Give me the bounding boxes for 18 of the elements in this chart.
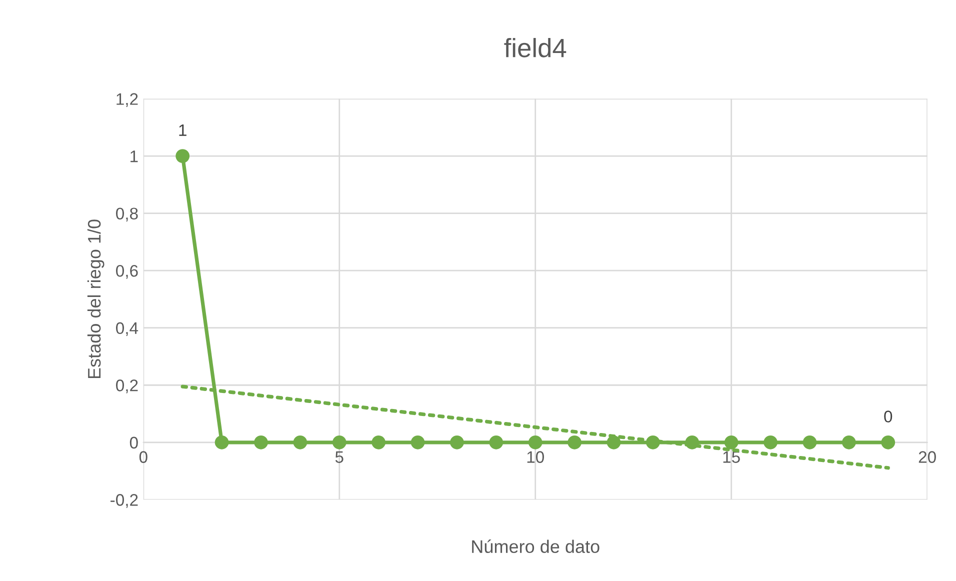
x-tick-label: 5 [335,451,344,463]
chart-title: field4 [504,38,566,58]
data-label: 0 [884,410,892,422]
y-axis-title: Estado del riego 1/0 [87,220,104,378]
data-label: 1 [179,124,186,136]
y-tick-label: 1,2 [116,93,138,107]
x-tick-label: 10 [527,451,544,463]
y-tick-label: -0,2 [110,494,138,508]
x-tick-label: 15 [723,451,740,463]
y-tick-label: 0,8 [116,208,138,222]
y-tick-label: 0,2 [116,380,138,394]
x-tick-label: 20 [918,451,936,463]
y-tick-label: 0,6 [116,264,138,279]
y-tick-label: 0,4 [116,322,138,336]
x-axis-title: Número de dato [472,540,600,554]
y-tick-label: 1 [130,150,138,162]
x-tick-label: 0 [139,451,148,463]
y-tick-label: 0 [130,436,138,449]
